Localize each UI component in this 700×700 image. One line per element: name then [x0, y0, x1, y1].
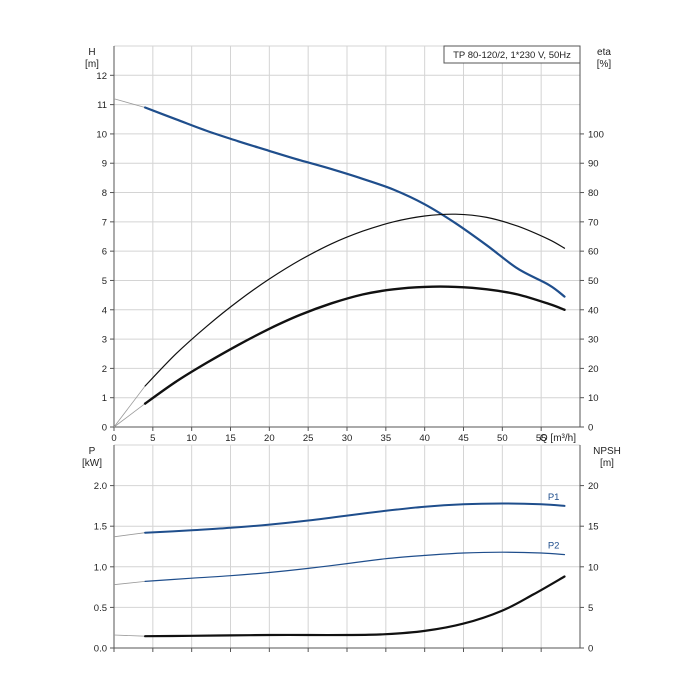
y-right-tick-label: 40 [588, 305, 599, 316]
y-left-tick-label: 10 [96, 129, 107, 140]
series-line-p1 [144, 502, 566, 534]
x-tick-label: 40 [419, 433, 430, 444]
x-axis-title: Q [m³/h] [540, 433, 576, 444]
y-right-tick-label: 100 [588, 129, 604, 140]
y-right-tick-label: 90 [588, 159, 599, 170]
y-left-tick-label: 2 [102, 364, 107, 375]
series-extension-line [113, 581, 146, 586]
y-left-tick-label: 9 [102, 159, 107, 170]
y-left-tick-label: 1.5 [94, 522, 107, 533]
head-efficiency-panel: 0 5 10 15 20 25 30 35 40 45 50 55Q [m³/h]0123456789… [85, 45, 612, 444]
x-tick-label: 15 [225, 433, 236, 444]
y-right-tick-label: 20 [588, 481, 599, 492]
y-right-axis-title: NPSH [593, 446, 621, 457]
legend-box [443, 45, 581, 64]
y-right-axis-unit: [m] [600, 458, 614, 469]
series-line [144, 213, 566, 387]
x-tick-label: 35 [381, 433, 392, 444]
y-right-tick-label: 10 [588, 393, 599, 404]
y-right-tick-label: 10 [588, 562, 599, 573]
x-tick-label: 10 [186, 433, 197, 444]
y-right-tick-label: 70 [588, 217, 599, 228]
x-tick-label: 5 [150, 433, 155, 444]
series-label-p2: P2 [548, 541, 560, 552]
y-right-tick-label: 50 [588, 276, 599, 287]
series-extension-line [113, 403, 146, 428]
y-left-axis-unit: [kW] [82, 458, 102, 469]
y-left-tick-label: 5 [102, 276, 107, 287]
y-left-tick-label: 0.5 [94, 603, 107, 614]
y-right-tick-label: 15 [588, 522, 599, 533]
y-right-axis-unit: [%] [597, 59, 612, 70]
y-left-axis-unit: [m] [85, 59, 99, 70]
series-extension-line [113, 98, 146, 108]
series-line [144, 575, 566, 638]
y-left-tick-label: 7 [102, 217, 107, 228]
x-tick-label: 50 [497, 433, 508, 444]
y-right-tick-label: 0 [588, 644, 593, 655]
y-right-tick-label: 80 [588, 188, 599, 199]
y-left-tick-label: 8 [102, 188, 107, 199]
x-tick-label: 20 [264, 433, 275, 444]
series-extension-line [113, 532, 146, 538]
x-tick-label: 45 [458, 433, 469, 444]
legend-label: TP 80-120/2, 1*230 V, 50Hz [453, 50, 571, 61]
y-left-tick-label: 2.0 [94, 481, 107, 492]
y-left-tick-label: 3 [102, 335, 107, 346]
y-left-tick-label: 12 [96, 71, 107, 82]
y-right-tick-label: 5 [588, 603, 593, 614]
x-tick-label: 30 [342, 433, 353, 444]
y-left-axis-title: P [89, 446, 96, 457]
x-tick-label: 55 [536, 433, 547, 444]
y-left-tick-label: 0.0 [94, 644, 107, 655]
y-right-tick-label: 20 [588, 364, 599, 375]
series-label-p1: P1 [548, 492, 560, 503]
y-left-tick-label: 4 [102, 305, 107, 316]
series-extension-line [113, 634, 146, 637]
x-tick-label: 0 [111, 433, 116, 444]
y-left-tick-label: 6 [102, 247, 107, 258]
y-right-tick-label: 60 [588, 247, 599, 258]
x-tick-label: 25 [303, 433, 314, 444]
y-left-tick-label: 0 [102, 423, 107, 434]
series-line [143, 285, 566, 405]
y-left-tick-label: 1.0 [94, 562, 107, 573]
series-extension-line [113, 385, 146, 428]
y-left-tick-label: 11 [97, 100, 107, 111]
series-line-p2 [144, 551, 566, 582]
power-npsh-panel: 0.0 0.5 1.0 1.5 2.0 P[kW] 0 5 10 15 20 NPSH[m] P1 P2 [82, 444, 621, 655]
y-left-axis-title: H [88, 47, 95, 58]
y-left-tick-label: 1 [102, 393, 107, 404]
y-right-axis-title: eta [597, 47, 611, 58]
y-right-tick-label: 30 [588, 335, 599, 346]
y-right-tick-label: 0 [588, 423, 593, 434]
series-line [144, 106, 566, 298]
